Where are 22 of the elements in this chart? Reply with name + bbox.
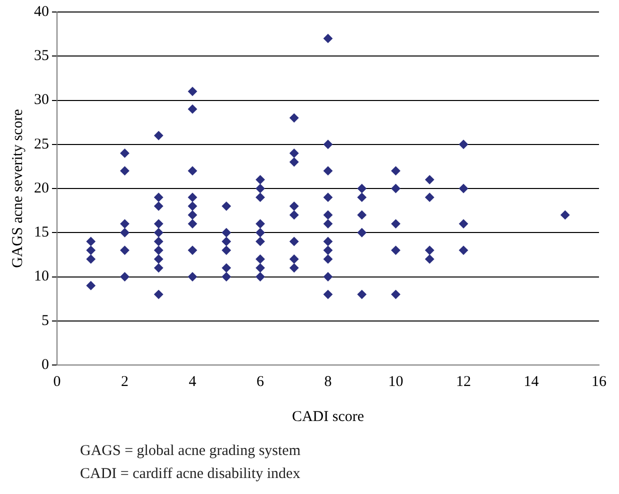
y-tick-label: 25 xyxy=(34,136,49,152)
y-tick-label: 10 xyxy=(34,268,49,285)
x-tick-label: 4 xyxy=(188,374,197,390)
y-tick-label: 0 xyxy=(42,356,49,373)
x-tick-label: 10 xyxy=(388,374,404,390)
y-tick-label: 30 xyxy=(34,92,49,108)
x-axis-title: CADI score xyxy=(292,408,364,425)
text: CADI = cardiff acne disability index xyxy=(80,465,301,484)
x-tick-label: 0 xyxy=(53,374,61,390)
y-tick-label: 5 xyxy=(42,312,49,329)
y-tick-label: 20 xyxy=(34,180,49,196)
x-tick-label: 6 xyxy=(256,374,264,390)
x-tick-label: 2 xyxy=(121,374,128,390)
y-tick-label: 40 xyxy=(34,4,49,20)
text: GAGS = global acne grading system xyxy=(80,442,301,461)
x-tick-label: 16 xyxy=(592,374,607,390)
x-tick-label: 8 xyxy=(324,374,332,390)
y-tick-label: 35 xyxy=(34,48,49,64)
y-axis-title: GAGS acne severity score xyxy=(10,108,26,268)
x-tick-label: 14 xyxy=(524,374,540,390)
y-tick-label: 15 xyxy=(34,224,49,241)
x-tick-label: 12 xyxy=(456,374,471,390)
